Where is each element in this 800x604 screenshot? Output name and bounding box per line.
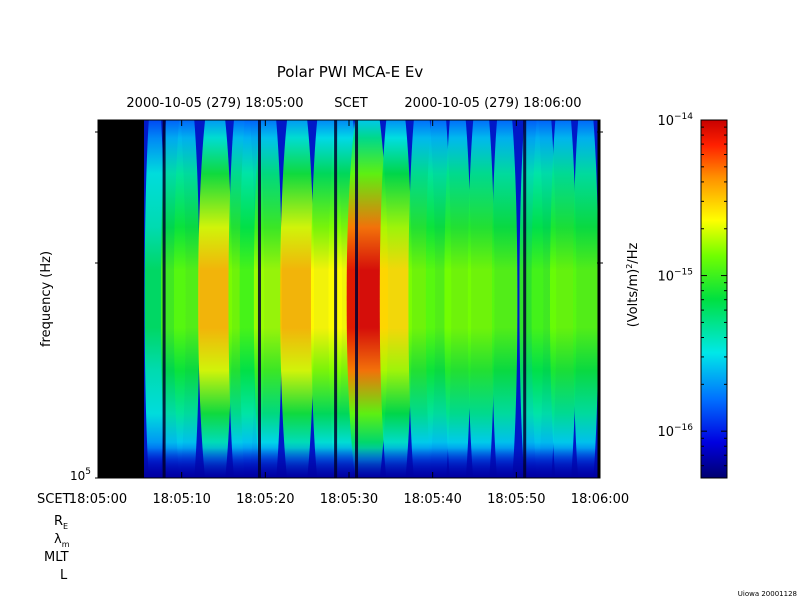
x-tick-label: 18:06:00 — [571, 492, 629, 507]
colorbar-ticks: 10−14 10−15 10−16 — [657, 112, 727, 479]
axis-ticks — [95, 120, 603, 479]
x-tick-label: 18:05:10 — [152, 492, 210, 507]
emission-burst — [144, 120, 166, 478]
no-data-region — [98, 120, 145, 478]
emission-burst — [379, 120, 413, 478]
ephemeris-re-label: RE — [54, 514, 68, 531]
ephemeris-mlt-label: MLT — [44, 550, 69, 565]
emission-burst — [491, 120, 518, 478]
x-tick-label: 18:05:30 — [320, 492, 378, 507]
data-gap-line — [523, 120, 527, 478]
colorbar-tick-label: 10−14 — [657, 112, 693, 129]
data-gap-line — [162, 120, 166, 478]
emission-burst — [198, 120, 233, 478]
spectrogram-plot — [98, 120, 600, 478]
colorbar-tick-label: 10−15 — [657, 268, 693, 285]
x-tick-label: 18:05:20 — [236, 492, 294, 507]
chart-title: Polar PWI MCA-E Ev — [277, 63, 424, 81]
emission-burst — [444, 120, 472, 478]
colorbar-label: (Volts/m)2/Hz — [625, 243, 641, 328]
y-tick-label: 105 — [70, 467, 91, 483]
x-tick-label: 18:05:00 — [69, 492, 127, 507]
emission-burst — [549, 120, 577, 478]
footer-stamp: Uiowa 20001128 — [738, 590, 797, 598]
ephemeris-l-label: L — [60, 568, 68, 583]
data-gap-line — [334, 120, 338, 478]
x-prefix-label: SCET — [37, 492, 71, 507]
top-date-right: 2000-10-05 (279) 18:06:00 — [404, 96, 581, 111]
x-tick-label: 18:05:50 — [487, 492, 545, 507]
data-gap-line — [257, 120, 261, 478]
data-gap-line — [355, 120, 359, 478]
y-axis-label: frequency (Hz) — [39, 251, 54, 347]
emission-burst — [173, 120, 200, 478]
colorbar — [700, 119, 728, 479]
emission-burst — [467, 120, 495, 478]
top-date-left: 2000-10-05 (279) 18:05:00 — [126, 96, 303, 111]
ephemeris-lambda-label: λm — [54, 532, 70, 549]
x-tick-labels: 18:05:00 18:05:10 18:05:20 18:05:30 18:05:40… — [69, 492, 629, 507]
x-tick-label: 18:05:40 — [403, 492, 461, 507]
top-scet-label: SCET — [334, 96, 368, 111]
emission-burst — [280, 120, 315, 478]
colorbar-tick-label: 10−16 — [657, 423, 693, 440]
emission-burst — [572, 120, 599, 478]
no-data-region — [597, 120, 600, 478]
